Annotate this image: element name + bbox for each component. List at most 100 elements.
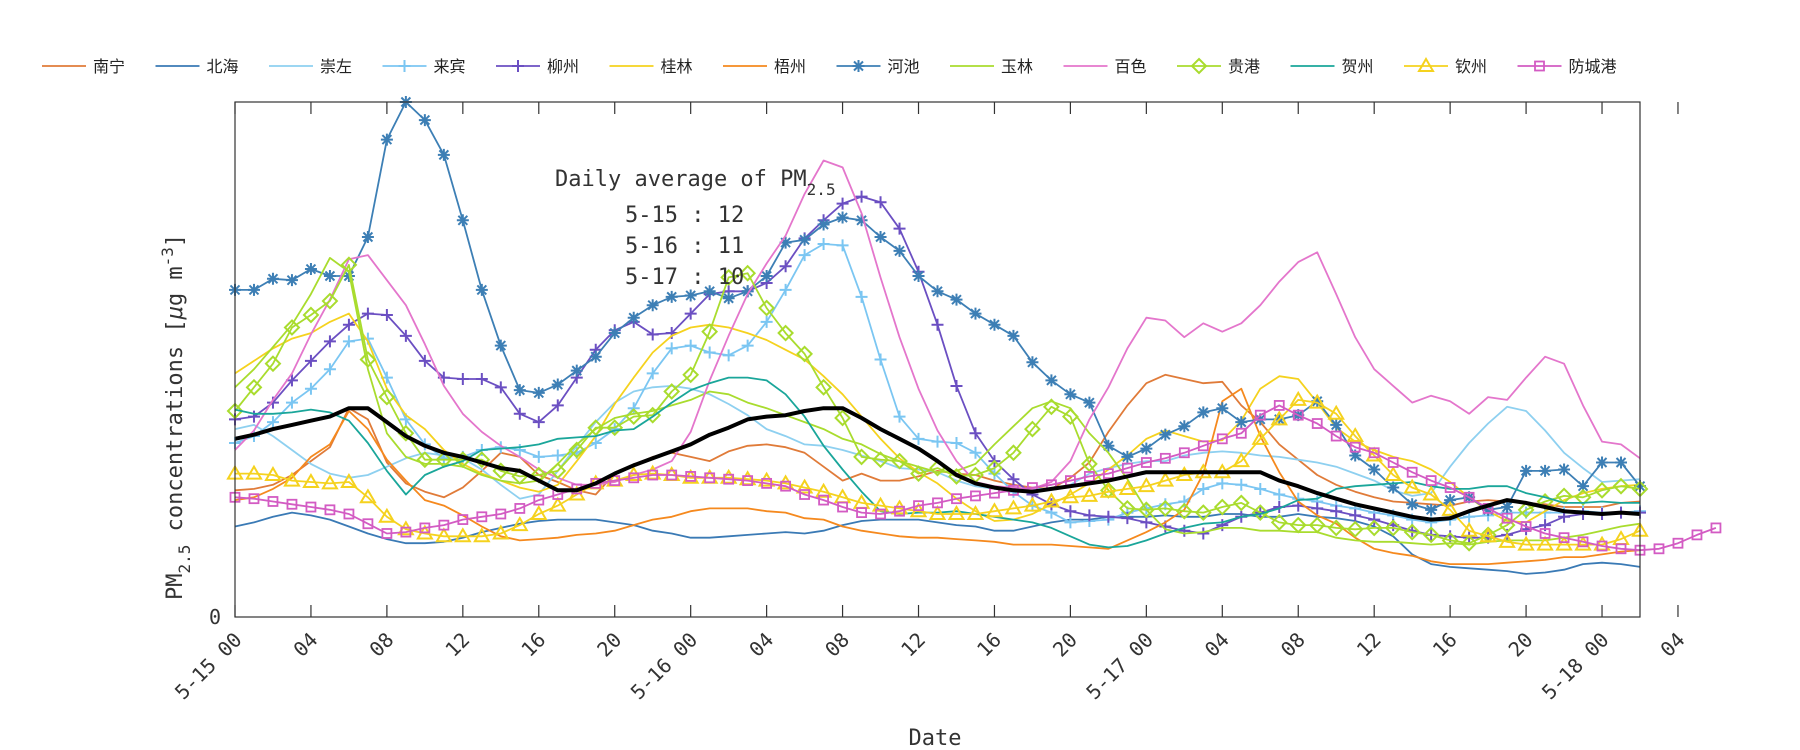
data-point-series-3 xyxy=(893,410,906,423)
data-point-series-7 xyxy=(570,364,583,377)
x-tick-label: 20 xyxy=(592,628,626,662)
data-point-series-13 xyxy=(856,507,867,519)
data-point-series-7 xyxy=(893,244,906,257)
data-point-series-13 xyxy=(742,475,754,486)
data-point-series-13 xyxy=(666,469,678,481)
data-point-series-10 xyxy=(815,378,832,396)
data-point-series-10 xyxy=(796,345,814,363)
data-point-series-4 xyxy=(380,308,393,321)
data-point-series-13 xyxy=(381,528,393,539)
legend-label: 北海 xyxy=(207,57,239,76)
data-point-series-12 xyxy=(1460,521,1478,537)
data-point-series-13 xyxy=(324,504,336,516)
data-point-series-10 xyxy=(625,408,643,425)
data-point-series-12 xyxy=(1042,492,1061,508)
data-point-series-4 xyxy=(361,307,374,320)
data-point-series-10 xyxy=(1346,520,1364,538)
data-point-series-12 xyxy=(1023,496,1042,512)
data-point-series-10 xyxy=(1137,501,1155,519)
data-point-series-4 xyxy=(551,399,564,412)
data-point-series-4 xyxy=(494,381,507,394)
x-tick-label: 04 xyxy=(288,628,322,662)
data-point-series-12 xyxy=(795,478,814,494)
data-point-series-3 xyxy=(342,335,355,348)
series-line-series-0 xyxy=(234,373,1641,508)
legend-label: 贺州 xyxy=(1342,57,1374,76)
legend-label: 玉林 xyxy=(1001,57,1033,76)
data-point-series-13 xyxy=(1444,482,1456,493)
data-point-series-12 xyxy=(1232,452,1251,468)
legend-marker xyxy=(1534,60,1545,72)
y-axis-label: PM2.5 concentrations [μg m-3] xyxy=(158,234,194,600)
legend-label: 防城港 xyxy=(1569,57,1617,76)
data-point-series-12 xyxy=(1403,478,1421,494)
data-point-series-12 xyxy=(1555,535,1573,551)
data-point-series-3 xyxy=(760,315,773,328)
data-point-series-7 xyxy=(1140,442,1153,455)
series-line-series-7 xyxy=(235,101,1641,511)
data-point-series-7 xyxy=(380,133,393,146)
data-point-series-13 xyxy=(533,494,545,506)
data-point-series-10 xyxy=(1194,504,1212,522)
data-point-series-12 xyxy=(1441,500,1459,516)
data-point-series-7 xyxy=(1482,503,1495,516)
data-point-series-4 xyxy=(532,416,545,429)
data-point-series-4 xyxy=(1064,505,1077,518)
x-tick-label: 5-17 00 xyxy=(1081,628,1158,705)
data-point-series-4 xyxy=(1197,527,1210,540)
data-point-series-13 xyxy=(514,503,526,514)
data-point-series-10 xyxy=(1156,500,1174,517)
x-tick-label: 08 xyxy=(364,628,398,662)
data-point-series-7 xyxy=(1558,463,1571,476)
data-point-series-10 xyxy=(739,264,757,282)
data-point-series-3 xyxy=(950,437,963,450)
data-point-series-10 xyxy=(340,256,358,274)
legend-label: 贵港 xyxy=(1228,57,1260,76)
x-tick-label: 08 xyxy=(1276,628,1310,662)
data-point-series-13 xyxy=(818,494,829,506)
data-point-series-10 xyxy=(359,351,377,368)
data-point-series-3 xyxy=(1273,488,1286,501)
data-point-series-7 xyxy=(950,293,963,306)
data-point-series-7 xyxy=(1311,395,1324,408)
x-tick-label: 5-16 00 xyxy=(626,628,703,705)
data-point-series-12 xyxy=(359,488,377,504)
data-point-series-10 xyxy=(777,324,795,342)
data-point-series-10 xyxy=(682,366,700,384)
data-point-series-10 xyxy=(1118,500,1136,517)
plot-frame xyxy=(234,101,1641,618)
data-point-series-7 xyxy=(1577,480,1590,493)
data-point-series-12 xyxy=(435,527,453,543)
x-tick-label: 12 xyxy=(896,628,930,662)
legend: 南宁 北海 崇左 来宾 柳州 桂林 梧州 河池 玉林 百色 贵港 贺州 钦州 防城港 xyxy=(42,57,1617,76)
data-point-series-3 xyxy=(304,382,317,395)
data-point-series-13 xyxy=(1558,532,1570,544)
data-point-series-7 xyxy=(1444,494,1457,507)
data-point-series-13 xyxy=(1330,430,1342,442)
data-point-series-13 xyxy=(875,508,886,520)
data-point-series-12 xyxy=(1422,485,1440,501)
data-point-series-10 xyxy=(473,451,491,469)
annotation-box: Daily average of PM2.5 5-15 : 12 5-16 : … xyxy=(555,167,836,290)
data-point-series-12 xyxy=(985,502,1004,518)
data-point-series-7 xyxy=(855,214,868,227)
data-point-series-7 xyxy=(532,386,545,399)
data-point-series-12 xyxy=(245,464,263,480)
data-point-series-10 xyxy=(416,451,434,469)
data-point-series-7 xyxy=(760,269,773,282)
data-point-series-3 xyxy=(551,449,564,462)
data-point-series-13 xyxy=(1178,447,1190,459)
data-point-series-10 xyxy=(1460,534,1478,552)
data-point-series-13 xyxy=(1159,452,1171,464)
data-point-series-3 xyxy=(646,367,659,380)
data-point-series-13 xyxy=(1235,427,1247,439)
data-point-series-7 xyxy=(684,289,697,302)
data-point-series-7 xyxy=(1235,416,1248,429)
x-tick-label: 20 xyxy=(1504,628,1538,662)
data-point-series-12 xyxy=(1327,404,1345,420)
data-point-series-12 xyxy=(302,473,320,488)
legend-marker xyxy=(1190,57,1208,75)
x-tick-label: 04 xyxy=(744,628,778,662)
series-line-series-13 xyxy=(234,404,1717,552)
